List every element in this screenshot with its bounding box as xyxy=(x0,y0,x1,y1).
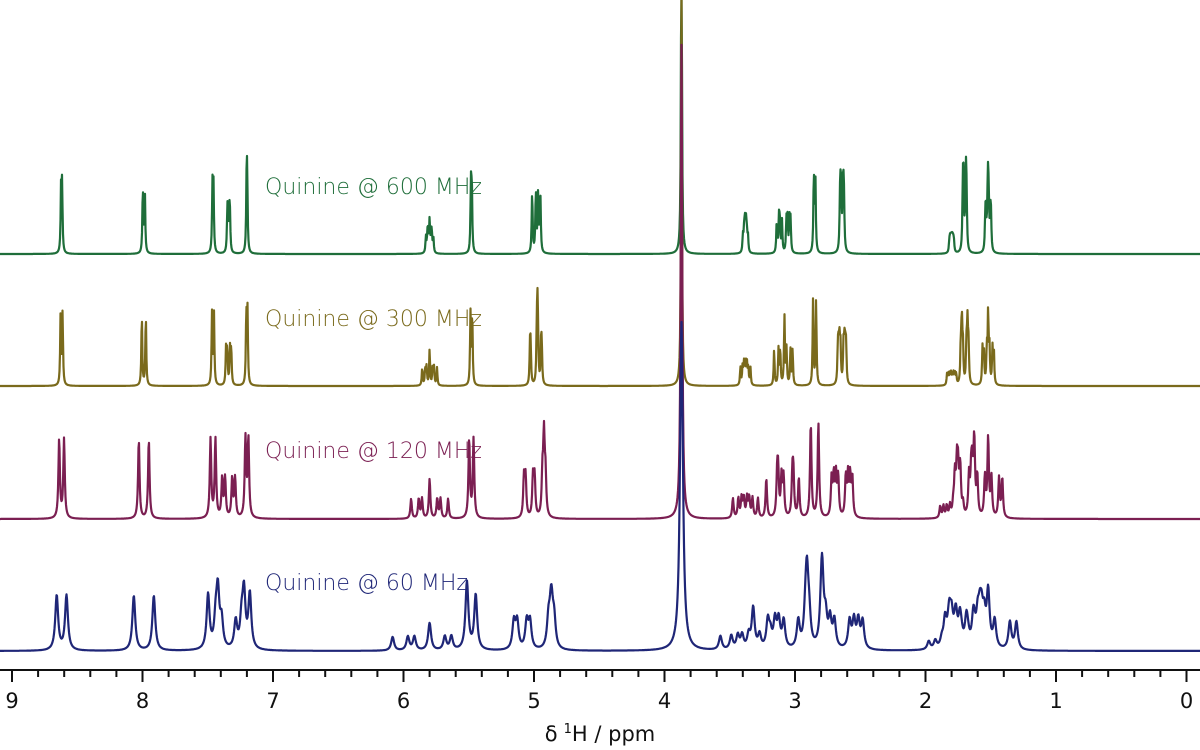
x-tick-label: 7 xyxy=(266,689,279,713)
spectrum-trace-600mhz xyxy=(0,0,1200,256)
x-tick-label: 4 xyxy=(658,689,671,713)
x-axis: 9 8 7 6 5 4 3 2 1 0 xyxy=(0,669,1200,713)
x-tick-label: 6 xyxy=(397,689,410,713)
x-tick-label: 5 xyxy=(527,689,540,713)
series-label-600: Quinine @ 600 MHz xyxy=(265,175,482,200)
series-label-300: Quinine @ 300 MHz xyxy=(265,307,482,332)
x-tick-label: 8 xyxy=(136,689,149,713)
series-label-60: Quinine @ 60 MHz xyxy=(265,571,468,596)
spectra-traces xyxy=(0,0,1200,652)
x-tick-label: 9 xyxy=(5,689,18,713)
series-labels: Quinine @ 600 MHz Quinine @ 300 MHz Quin… xyxy=(265,175,482,596)
x-tick-label: 0 xyxy=(1180,689,1193,713)
spectrum-trace-60mhz xyxy=(0,320,1200,652)
x-axis-title: δ 1H / ppm xyxy=(545,722,655,746)
spectrum-trace-300mhz xyxy=(0,0,1200,388)
x-tick-label: 1 xyxy=(1049,689,1062,713)
spectrum-trace-120mhz xyxy=(0,43,1200,521)
x-tick-label: 2 xyxy=(919,689,932,713)
series-label-120: Quinine @ 120 MHz xyxy=(265,439,482,464)
x-tick-label: 3 xyxy=(788,689,801,713)
